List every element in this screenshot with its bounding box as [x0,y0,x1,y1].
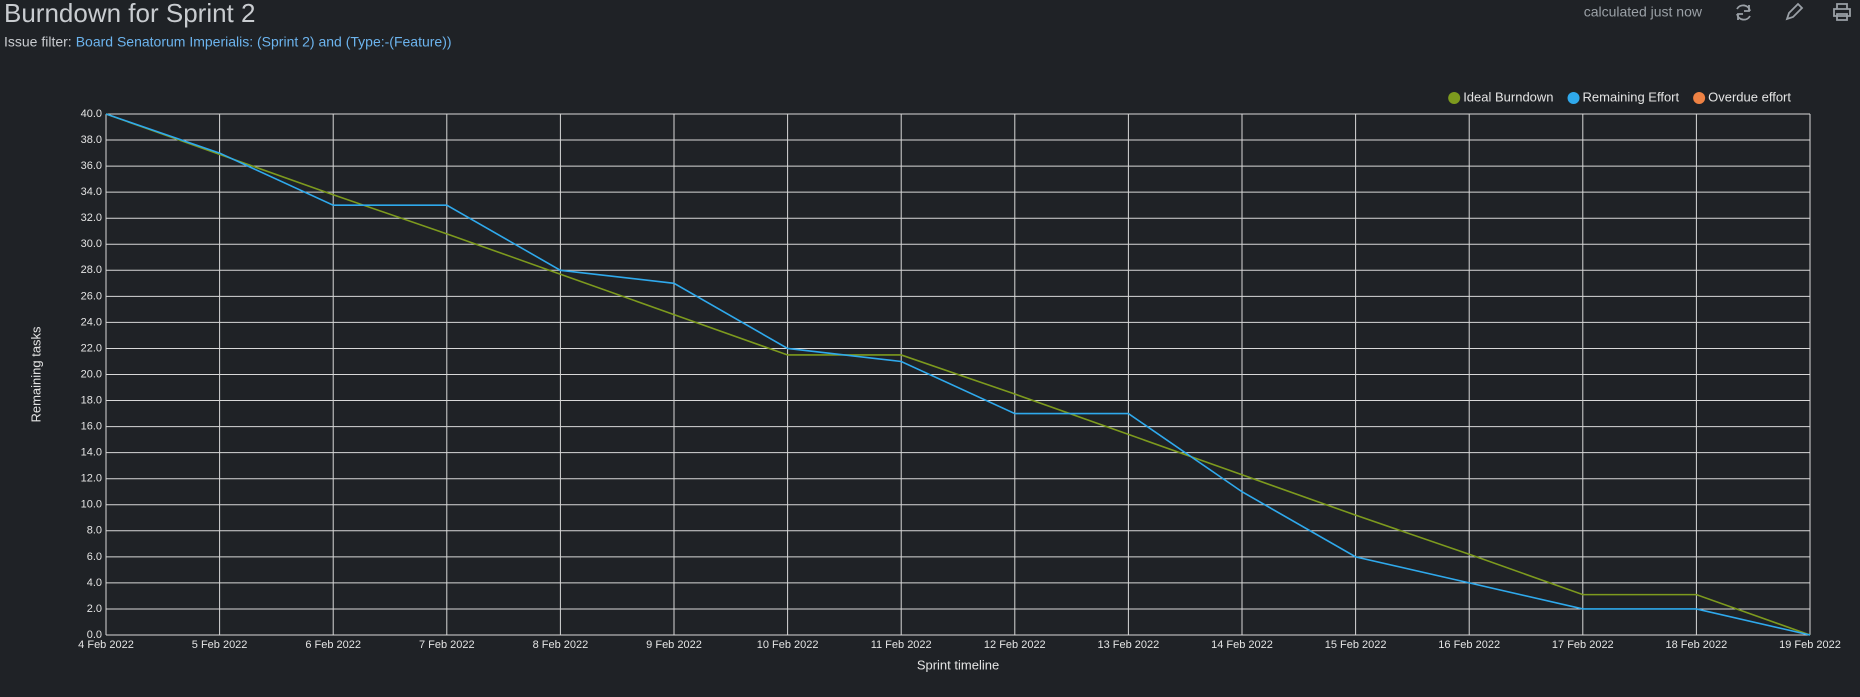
y-tick-label: 24.0 [81,316,102,328]
x-tick-label: 5 Feb 2022 [192,639,248,651]
x-tick-label: 15 Feb 2022 [1325,639,1387,651]
y-tick-label: 14.0 [81,447,102,459]
x-tick-label: 19 Feb 2022 [1779,639,1841,651]
page-title: Burndown for Sprint 2 [4,0,255,28]
y-tick-label: 10.0 [81,499,102,511]
x-tick-label: 9 Feb 2022 [646,639,702,651]
y-tick-label: 40.0 [81,108,102,120]
x-tick-label: 8 Feb 2022 [533,639,589,651]
status: calculated just now [1584,4,1703,20]
filter-label: Issue filter: [4,34,72,50]
edit-icon[interactable] [1785,2,1804,21]
y-tick-label: 2.0 [87,603,102,615]
x-tick-label: 17 Feb 2022 [1552,639,1614,651]
x-tick-label: 13 Feb 2022 [1098,639,1160,651]
x-tick-label: 12 Feb 2022 [984,639,1046,651]
print-icon[interactable] [1833,3,1851,21]
legend-label: Ideal Burndown [1463,89,1553,104]
y-tick-label: 30.0 [81,238,102,250]
y-tick-label: 36.0 [81,160,102,172]
y-tick-label: 4.0 [87,577,102,589]
y-axis-label: Remaining tasks [28,326,43,423]
x-tick-label: 18 Feb 2022 [1666,639,1728,651]
legend-swatch [1448,92,1461,104]
y-tick-label: 38.0 [81,134,102,146]
y-tick-label: 22.0 [81,342,102,354]
y-tick-label: 16.0 [81,421,102,433]
y-tick-label: 18.0 [81,394,102,406]
toolbar [1736,2,1851,21]
legend-label: Remaining Effort [1583,89,1680,104]
x-tick-label: 7 Feb 2022 [419,639,475,651]
x-tick-label: 6 Feb 2022 [305,639,361,651]
y-tick-label: 34.0 [81,186,102,198]
x-axis-label: Sprint timeline [917,657,999,672]
y-tick-label: 0.0 [87,629,102,641]
y-tick-label: 6.0 [87,551,102,563]
y-tick-label: 12.0 [81,473,102,485]
series-line [105,113,1811,636]
legend-swatch [1567,92,1580,104]
y-tick-label: 28.0 [81,264,102,276]
y-tick-label: 32.0 [81,212,102,224]
x-tick-label: 4 Feb 2022 [78,639,134,651]
x-tick-label: 11 Feb 2022 [871,639,932,651]
y-tick-label: 20.0 [81,368,102,380]
y-tick-label: 26.0 [81,290,102,302]
legend-label: Overdue effort [1708,89,1791,104]
filter-link[interactable]: Board Senatorum Imperialis: (Sprint 2) a… [76,34,452,50]
refresh-icon[interactable] [1736,4,1751,21]
x-tick-label: 10 Feb 2022 [757,639,819,651]
y-tick-label: 8.0 [87,525,102,537]
x-tick-label: 16 Feb 2022 [1438,639,1500,651]
series-line [105,113,1811,636]
x-tick-label: 14 Feb 2022 [1211,639,1273,651]
legend-swatch [1693,92,1706,104]
